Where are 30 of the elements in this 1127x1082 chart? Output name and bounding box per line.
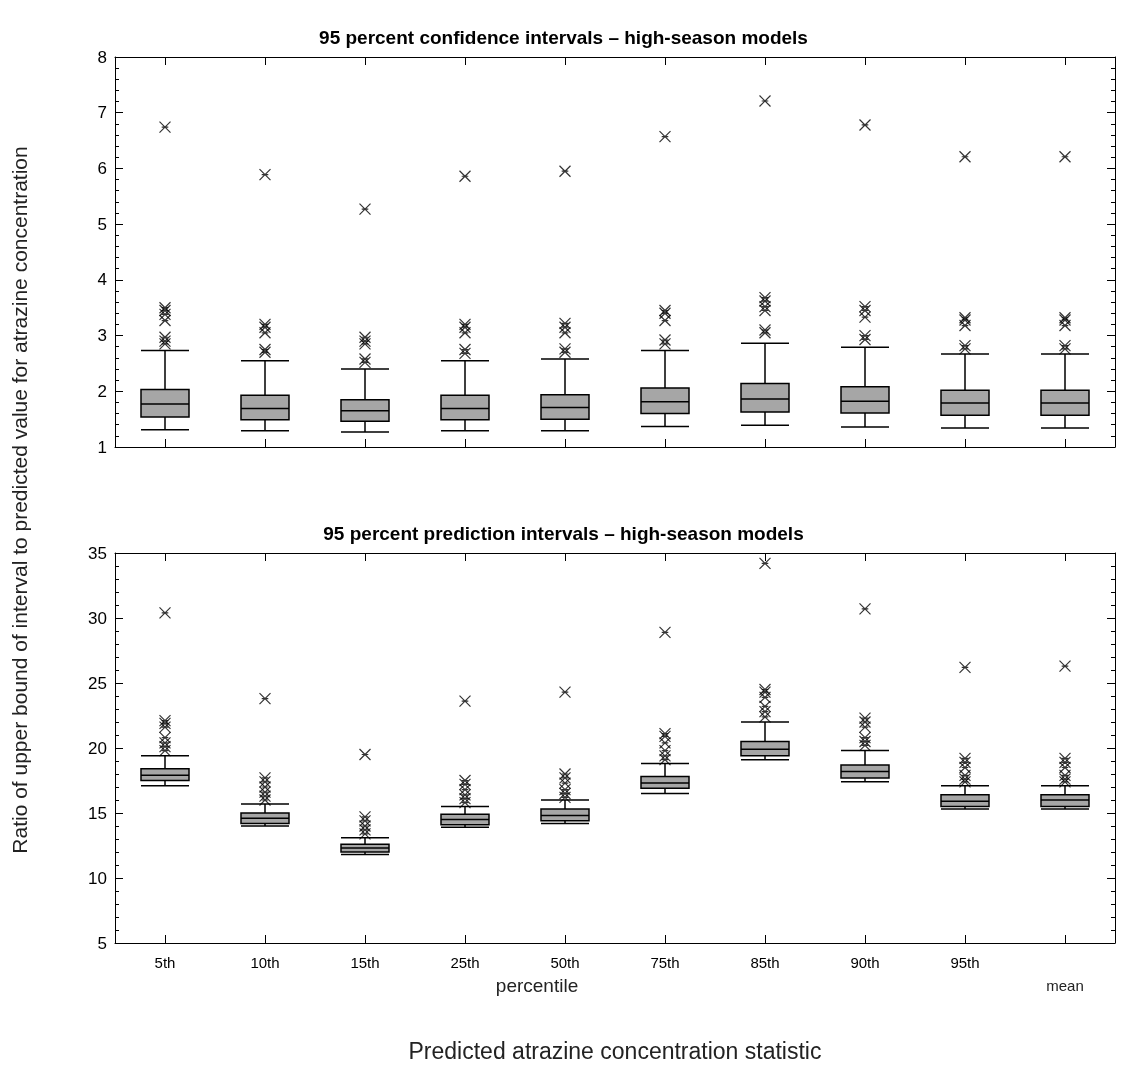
y-tick-label: 6: [97, 158, 107, 178]
y-tick-label: 4: [97, 270, 107, 290]
y-tick-label: 5: [97, 214, 107, 234]
y-tick-label: 10: [88, 868, 107, 888]
chart-title: 95 percent confidence intervals – high-season models: [319, 27, 808, 48]
y-axis-title: Ratio of upper bound of interval to predicted value for atrazine concentration: [8, 146, 32, 854]
y-tick-label: 30: [88, 608, 107, 628]
x-tick-label: 90th: [850, 954, 880, 971]
x-tick-label: 50th: [550, 954, 580, 971]
y-tick-label: 5: [97, 933, 107, 953]
x-tick-label: 15th: [350, 954, 380, 971]
y-tick-label: 25: [88, 673, 107, 693]
x-tick-label: 25th: [450, 954, 480, 971]
x-tick-label: 85th: [750, 954, 780, 971]
x-tick-label: 95th: [950, 954, 980, 971]
text: percentile: [495, 974, 579, 996]
x-tick-label: 5th: [154, 954, 176, 971]
x-tick-label: 75th: [650, 954, 680, 971]
chart-title: 95 percent prediction intervals – high-season models: [323, 523, 804, 544]
y-tick-label: 8: [97, 47, 107, 67]
y-tick-label: 20: [88, 738, 107, 758]
y-tick-label: 1: [97, 437, 107, 457]
x-tick-label: 10th: [250, 954, 280, 971]
y-tick-label: 35: [88, 543, 107, 563]
y-tick-label: 15: [88, 803, 107, 823]
text: mean: [1046, 976, 1084, 994]
y-tick-label: 2: [97, 381, 107, 401]
x-axis-title: Predicted atrazine concentration statistic: [408, 1037, 822, 1064]
y-tick-label: 3: [97, 326, 107, 346]
y-tick-label: 7: [97, 103, 107, 123]
